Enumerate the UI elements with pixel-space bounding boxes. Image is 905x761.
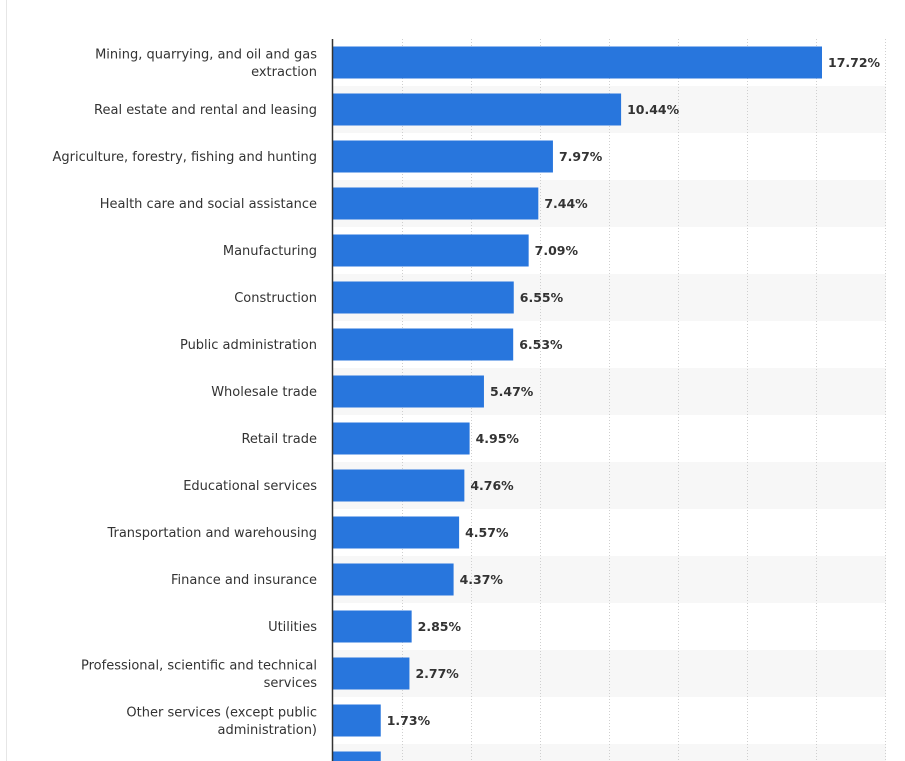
bar[interactable] <box>333 281 514 314</box>
bar[interactable] <box>333 469 465 502</box>
value-label: 17.72% <box>828 55 881 70</box>
bar[interactable] <box>333 46 822 79</box>
value-label: 7.09% <box>535 243 579 258</box>
bar[interactable] <box>333 751 381 761</box>
value-label: 4.76% <box>470 478 514 493</box>
row-band <box>333 744 886 761</box>
bar[interactable] <box>333 93 622 126</box>
category-label: Health care and social assistance <box>100 197 317 212</box>
bar[interactable] <box>333 140 553 173</box>
bar[interactable] <box>333 516 460 549</box>
category-label: Wholesale trade <box>211 385 317 400</box>
bar[interactable] <box>333 375 484 408</box>
category-label: Professional, scientific and technical se… <box>81 658 317 691</box>
category-label: Manufacturing <box>223 244 317 259</box>
value-label: 4.57% <box>465 525 509 540</box>
category-label: Other services (except public administrat… <box>126 705 317 738</box>
bar[interactable] <box>333 187 539 220</box>
value-label: 6.55% <box>520 290 564 305</box>
bar[interactable] <box>333 328 514 361</box>
category-label: Utilities <box>268 620 317 635</box>
category-label: Educational services <box>183 479 317 494</box>
category-label: Construction <box>234 291 317 306</box>
category-label: Public administration <box>180 338 317 353</box>
bar[interactable] <box>333 610 412 643</box>
value-label: 10.44% <box>627 102 680 117</box>
value-label: 5.47% <box>490 384 534 399</box>
value-label: 4.95% <box>476 431 520 446</box>
bar[interactable] <box>333 422 470 455</box>
value-label: 7.97% <box>559 149 603 164</box>
category-label: Real estate and rental and leasing <box>94 103 317 118</box>
bar[interactable] <box>333 704 381 737</box>
value-label: 7.44% <box>544 196 588 211</box>
bar[interactable] <box>333 563 454 596</box>
value-label: 6.53% <box>519 337 563 352</box>
value-label: 1.73% <box>387 713 431 728</box>
category-label: Finance and insurance <box>171 573 317 588</box>
category-label: Retail trade <box>241 432 317 447</box>
category-label: Mining, quarrying, and oil and gas extrac… <box>95 47 317 80</box>
category-label: Transportation and warehousing <box>106 526 317 541</box>
bar[interactable] <box>333 234 529 267</box>
category-label: Agriculture, forestry, fishing and hunti… <box>53 150 317 165</box>
bar[interactable] <box>333 657 410 690</box>
value-label: 4.37% <box>460 572 504 587</box>
value-label: 2.77% <box>415 666 459 681</box>
value-label: 2.85% <box>418 619 462 634</box>
